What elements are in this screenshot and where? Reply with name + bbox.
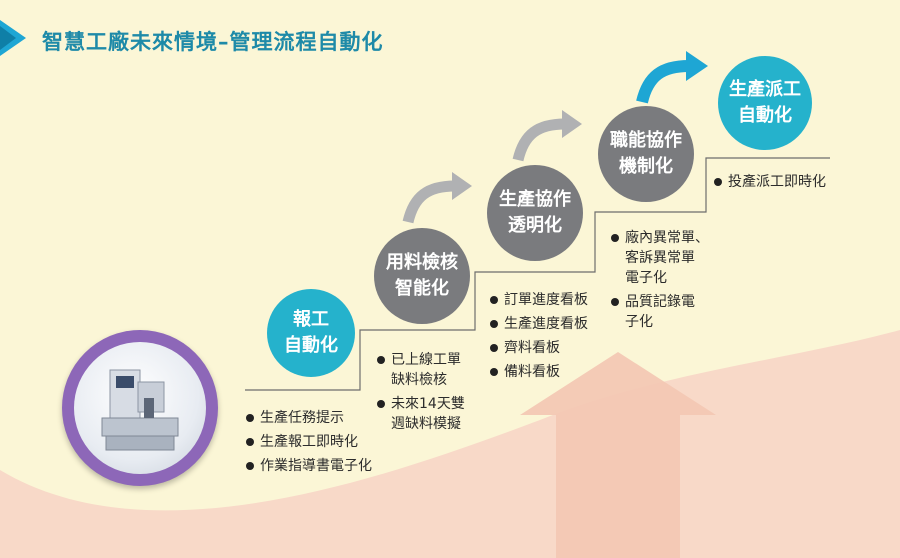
list-item: 作業指導書電子化 — [246, 456, 372, 476]
step-2-bullets: 已上線工單 缺料檢核 未來14天雙 週缺料模擬 — [377, 350, 465, 438]
step-2-circle: 用料檢核 智能化 — [374, 228, 470, 324]
step-5-circle: 生產派工 自動化 — [718, 56, 812, 150]
list-item: 廠內異常單、 客訴異常單 電子化 — [611, 228, 709, 288]
list-item: 投產派工即時化 — [714, 172, 826, 192]
list-item: 已上線工單 缺料檢核 — [377, 350, 465, 390]
step-4-circle: 職能協作 機制化 — [598, 106, 694, 202]
arrow-step2-icon — [402, 172, 472, 224]
cnc-machine-image — [74, 342, 206, 474]
step-4-bullets: 廠內異常單、 客訴異常單 電子化 品質記錄電 子化 — [611, 228, 709, 336]
list-item: 生產進度看板 — [490, 314, 588, 334]
page-title: 智慧工廠未來情境–管理流程自動化 — [42, 30, 384, 54]
machine-badge — [62, 330, 218, 486]
list-item: 訂單進度看板 — [490, 290, 588, 310]
list-item: 生產報工即時化 — [246, 432, 372, 452]
step-3-circle: 生產協作 透明化 — [487, 165, 583, 261]
list-item: 齊料看板 — [490, 338, 588, 358]
arrow-step3-icon — [512, 110, 582, 162]
list-item: 生產任務提示 — [246, 408, 372, 428]
step-5-bullets: 投產派工即時化 — [714, 172, 826, 196]
arrow-step4-icon — [636, 51, 708, 104]
step-1-circle: 報工 自動化 — [267, 289, 355, 377]
cnc-machine-icon — [101, 369, 179, 451]
list-item: 備料看板 — [490, 362, 588, 382]
big-up-arrow-icon — [520, 352, 716, 558]
title-chevron-icon — [0, 20, 26, 56]
stair-line — [245, 157, 830, 391]
list-item: 品質記錄電 子化 — [611, 292, 709, 332]
list-item: 未來14天雙 週缺料模擬 — [377, 394, 465, 434]
step-3-bullets: 訂單進度看板 生產進度看板 齊料看板 備料看板 — [490, 290, 588, 386]
step-1-bullets: 生產任務提示 生產報工即時化 作業指導書電子化 — [246, 408, 372, 480]
